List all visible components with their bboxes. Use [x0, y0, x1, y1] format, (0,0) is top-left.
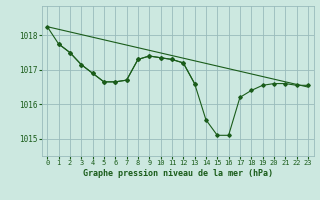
X-axis label: Graphe pression niveau de la mer (hPa): Graphe pression niveau de la mer (hPa) [83, 169, 273, 178]
